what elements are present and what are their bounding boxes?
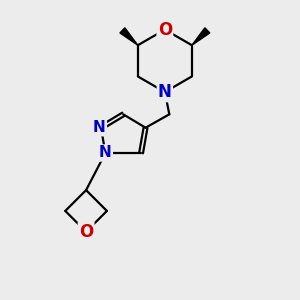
Text: N: N [93, 120, 106, 135]
Polygon shape [120, 28, 138, 45]
Text: N: N [158, 83, 172, 101]
Text: O: O [158, 21, 172, 39]
Text: O: O [79, 223, 93, 241]
Polygon shape [192, 28, 210, 45]
Text: N: N [99, 146, 112, 160]
